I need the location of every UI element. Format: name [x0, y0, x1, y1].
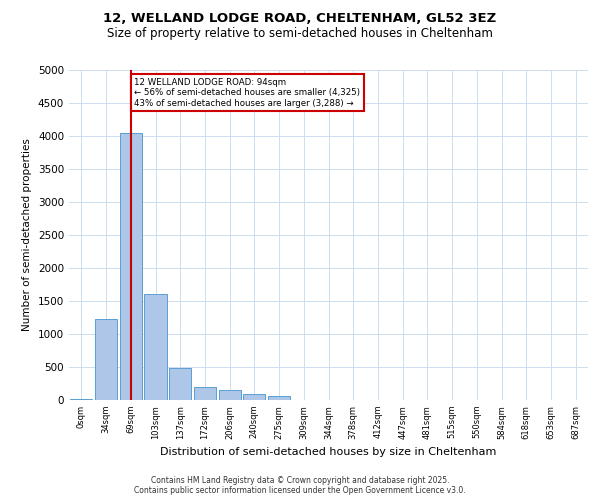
Bar	[119, 132, 142, 400]
Text: 12 WELLAND LODGE ROAD: 94sqm
← 56% of semi-detached houses are smaller (4,325)
4: 12 WELLAND LODGE ROAD: 94sqm ← 56% of se…	[134, 78, 361, 108]
Bar	[218, 390, 241, 400]
Y-axis label: Number of semi-detached properties: Number of semi-detached properties	[22, 138, 32, 332]
Bar	[268, 396, 290, 400]
Text: 12, WELLAND LODGE ROAD, CHELTENHAM, GL52 3EZ: 12, WELLAND LODGE ROAD, CHELTENHAM, GL52…	[103, 12, 497, 26]
Bar	[95, 319, 117, 400]
Bar	[194, 387, 216, 400]
Text: Size of property relative to semi-detached houses in Cheltenham: Size of property relative to semi-detach…	[107, 28, 493, 40]
Bar	[169, 368, 191, 400]
X-axis label: Distribution of semi-detached houses by size in Cheltenham: Distribution of semi-detached houses by …	[160, 447, 497, 457]
Bar	[145, 294, 167, 400]
Bar	[243, 394, 265, 400]
Text: Contains HM Land Registry data © Crown copyright and database right 2025.
Contai: Contains HM Land Registry data © Crown c…	[134, 476, 466, 495]
